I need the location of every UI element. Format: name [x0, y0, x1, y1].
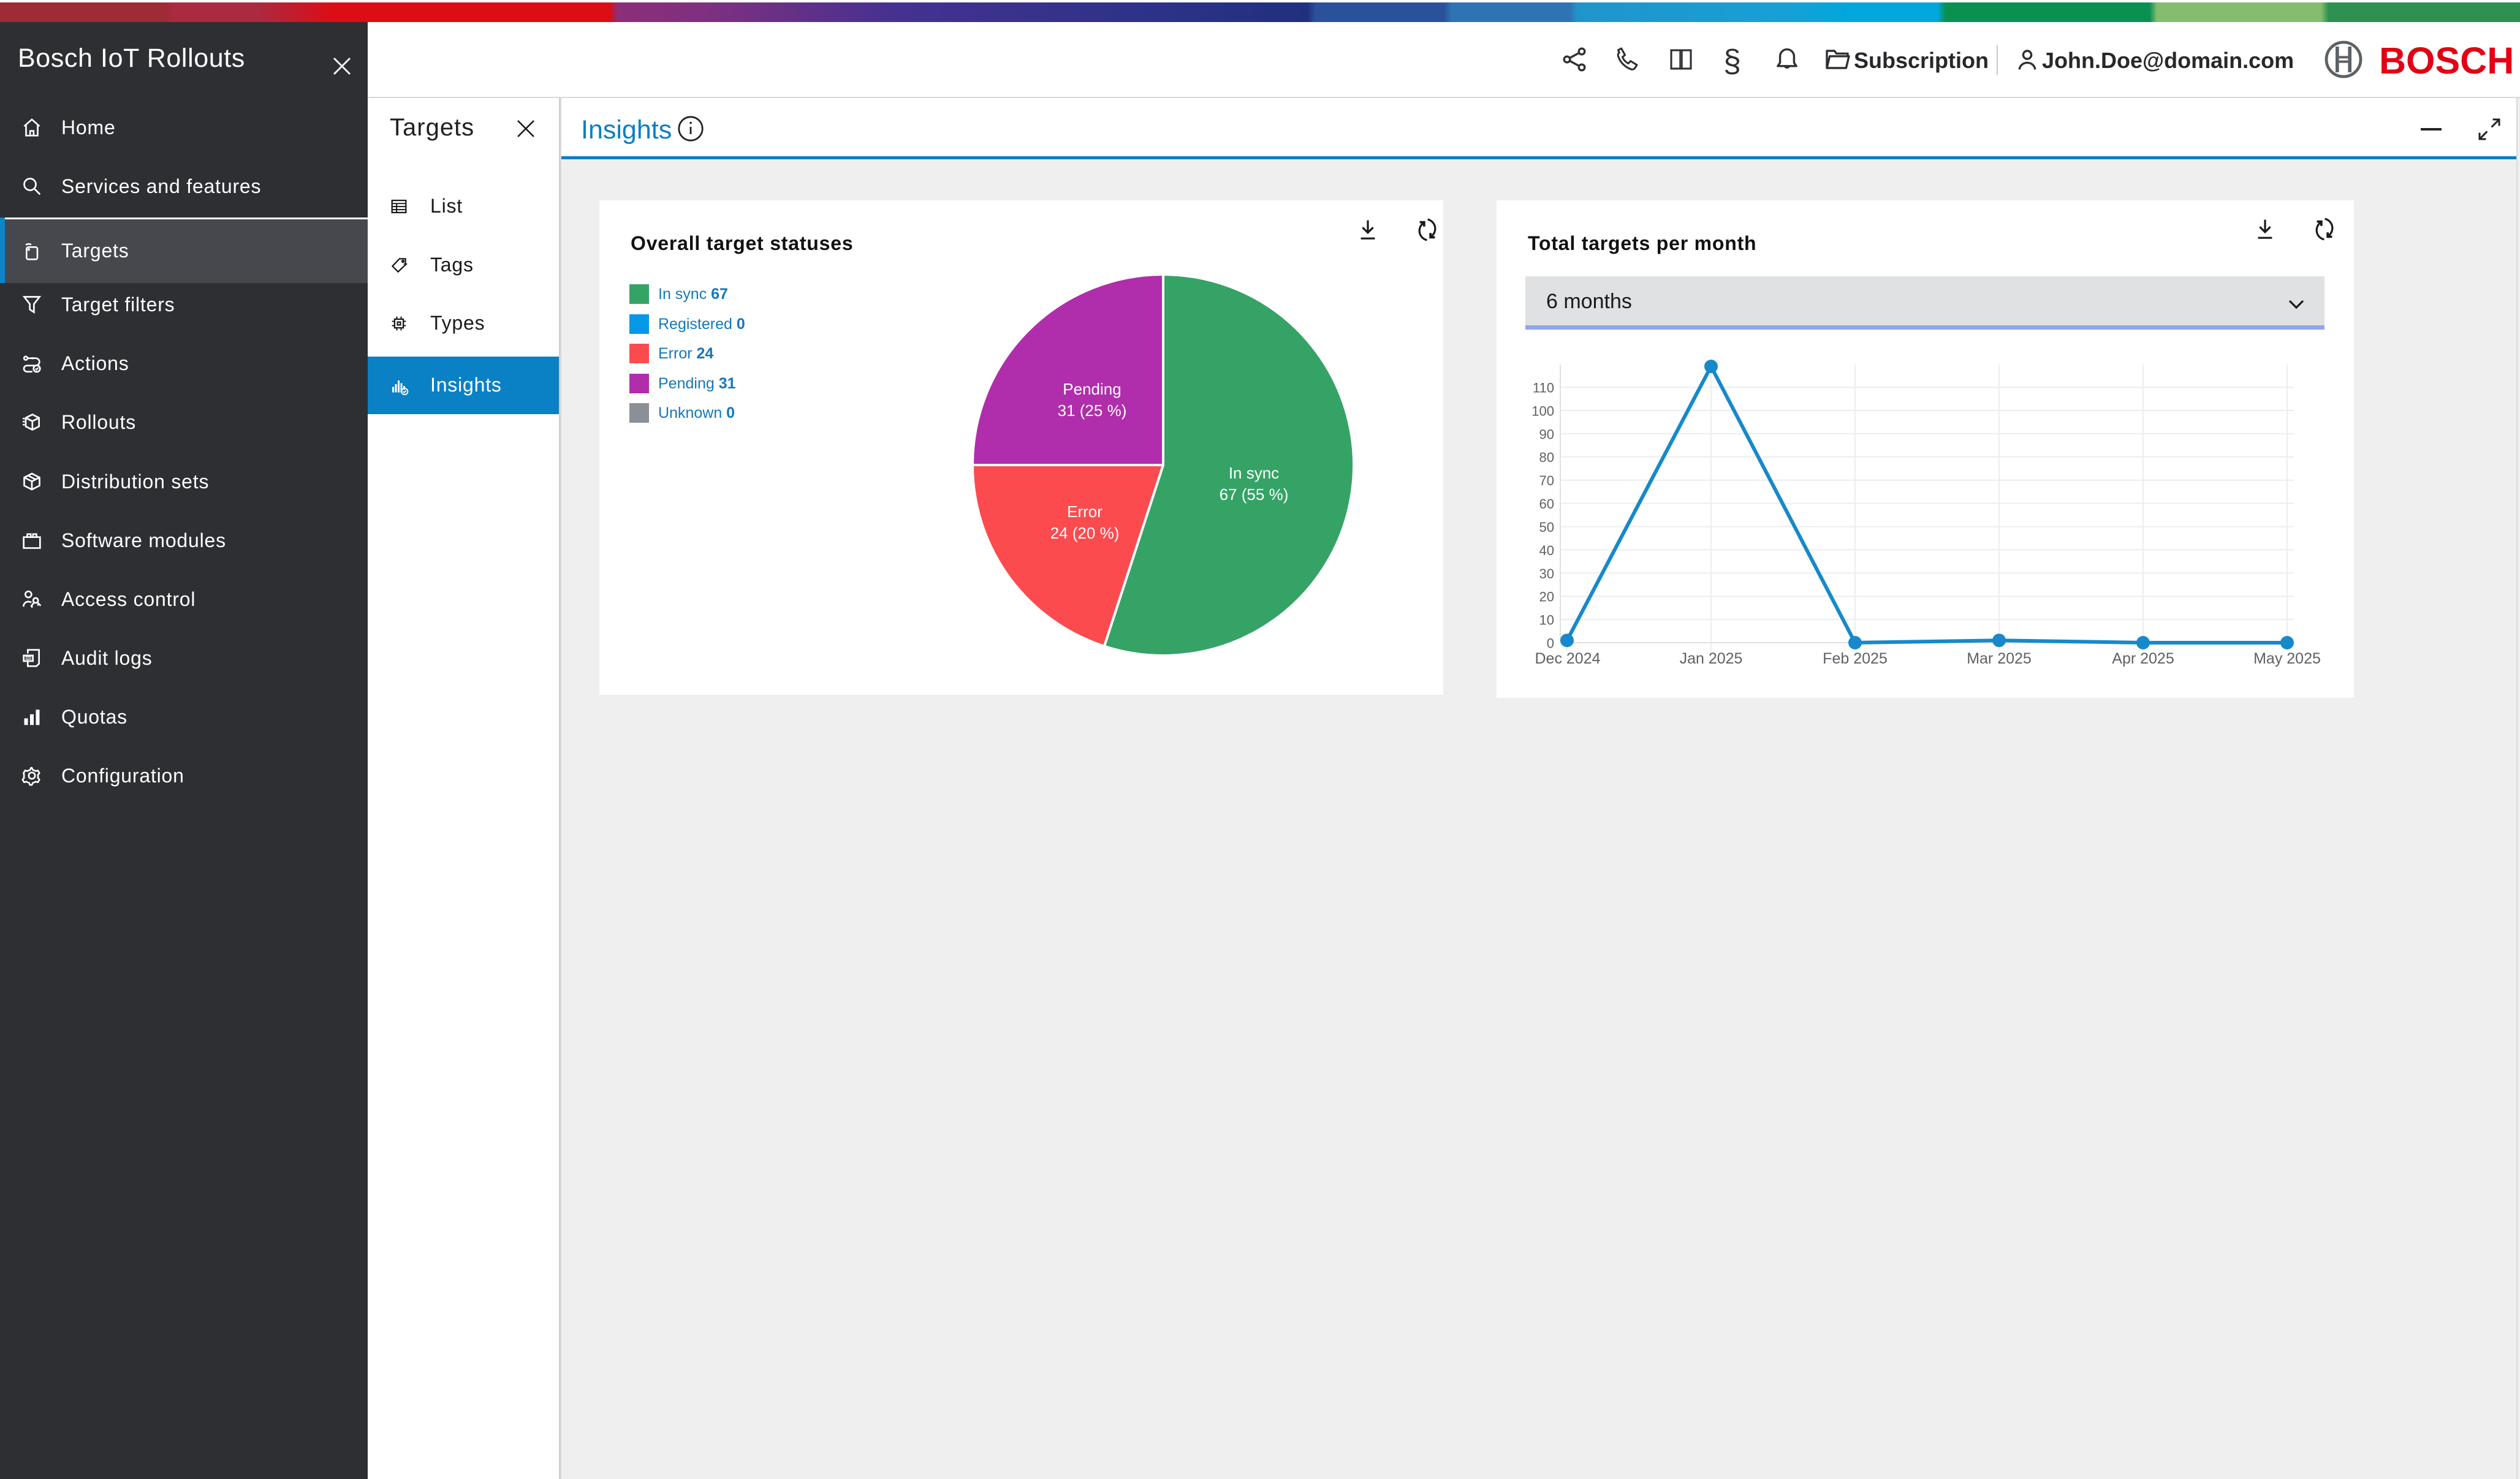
svg-text:In sync: In sync — [1229, 464, 1279, 482]
svg-text:100: 100 — [1531, 403, 1554, 418]
svg-text:Jan 2025: Jan 2025 — [1680, 650, 1743, 667]
svg-text:24 (20 %): 24 (20 %) — [1050, 524, 1120, 542]
svg-text:70: 70 — [1539, 473, 1554, 488]
svg-text:0: 0 — [1547, 635, 1554, 651]
svg-text:Pending: Pending — [1063, 380, 1121, 398]
svg-text:110: 110 — [1533, 380, 1554, 396]
svg-text:10: 10 — [1539, 613, 1554, 628]
svg-text:90: 90 — [1539, 426, 1554, 442]
svg-text:60: 60 — [1539, 496, 1554, 512]
svg-text:Dec 2024: Dec 2024 — [1535, 650, 1600, 667]
svg-text:30: 30 — [1539, 566, 1554, 581]
svg-text:Error: Error — [1067, 502, 1102, 521]
svg-text:40: 40 — [1539, 543, 1554, 558]
svg-text:Mar 2025: Mar 2025 — [1967, 650, 2032, 667]
svg-text:50: 50 — [1539, 520, 1554, 535]
svg-text:May 2025: May 2025 — [2253, 650, 2321, 667]
svg-text:Apr 2025: Apr 2025 — [2112, 650, 2174, 667]
svg-text:31 (25 %): 31 (25 %) — [1058, 401, 1127, 420]
svg-text:80: 80 — [1539, 450, 1554, 465]
svg-text:Feb 2025: Feb 2025 — [1823, 650, 1888, 667]
svg-text:67 (55 %): 67 (55 %) — [1220, 485, 1289, 504]
svg-text:20: 20 — [1539, 589, 1554, 605]
